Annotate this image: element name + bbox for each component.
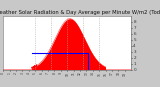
Title: Milwaukee Weather Solar Radiation & Day Average per Minute W/m2 (Today): Milwaukee Weather Solar Radiation & Day … — [0, 10, 160, 15]
